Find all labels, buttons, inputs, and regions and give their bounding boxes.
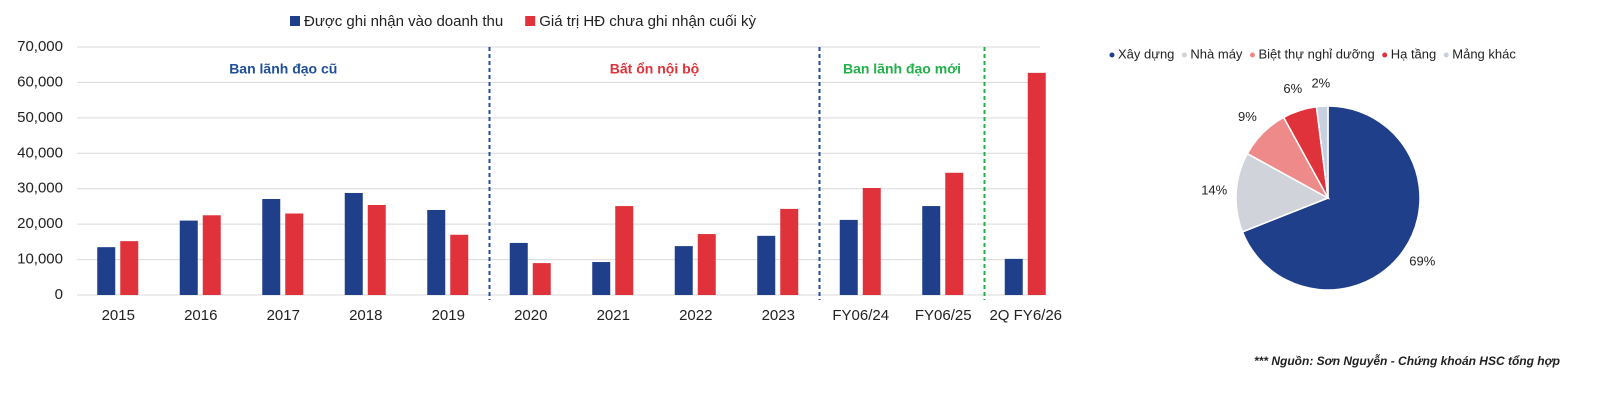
x-tick-label: 2015	[102, 307, 135, 324]
legend-swatch	[1443, 52, 1449, 58]
bar	[427, 209, 446, 295]
bar	[1004, 258, 1023, 295]
pie-value-label: 2%	[1311, 76, 1330, 91]
period-label: Ban lãnh đạo cũ	[229, 61, 337, 77]
period-label: Ban lãnh đạo mới	[843, 61, 961, 77]
pie-value-label: 69%	[1409, 254, 1435, 269]
y-tick-label: 0	[55, 286, 63, 303]
legend-label: Biệt thự nghỉ dưỡng	[1258, 46, 1374, 61]
legend-swatch	[525, 16, 536, 26]
legend-swatch	[1249, 52, 1255, 58]
y-tick-label: 50,000	[17, 109, 63, 126]
y-tick-label: 60,000	[17, 73, 63, 90]
x-tick-label: 2020	[514, 307, 547, 324]
legend-label: Xây dựng	[1118, 46, 1174, 61]
bar	[862, 188, 881, 295]
x-tick-label: 2021	[597, 307, 630, 324]
bar	[674, 246, 693, 295]
bar	[97, 247, 116, 295]
x-tick-label: 2018	[349, 307, 382, 324]
bar	[285, 213, 304, 295]
x-tick-label: 2023	[762, 307, 795, 324]
legend-label: Giá trị HĐ chưa ghi nhận cuối kỳ	[539, 13, 756, 30]
legend-swatch	[1109, 52, 1115, 58]
bar	[839, 219, 858, 295]
legend-label: Mảng khác	[1452, 46, 1516, 61]
bar	[945, 172, 964, 295]
pie-slice	[1241, 105, 1421, 291]
x-tick-label: 2017	[267, 307, 300, 324]
legend-label: Nhà máy	[1190, 46, 1243, 61]
bar	[697, 234, 716, 295]
bar	[592, 262, 611, 295]
bar	[757, 235, 776, 295]
bar	[1027, 72, 1046, 295]
legend-swatch	[1382, 52, 1388, 58]
pie-slice	[1235, 152, 1330, 233]
x-tick-label: FY06/25	[915, 307, 972, 324]
bar	[532, 263, 551, 295]
x-tick-label: FY06/24	[832, 307, 889, 324]
bar	[509, 242, 528, 295]
bar	[780, 208, 799, 295]
bar	[450, 234, 469, 295]
legend-swatch	[290, 16, 300, 26]
period-label: Bất ổn nội bộ	[610, 61, 699, 77]
legend-label: Được ghi nhận vào doanh thu	[304, 13, 503, 30]
pie-value-label: 6%	[1283, 81, 1302, 96]
legend-label: Hạ tầng	[1391, 46, 1437, 61]
source-note: *** Nguồn: Sơn Nguyễn - Chứng khoán HSC …	[1254, 353, 1560, 368]
pie: 69% Xây dựng 14% Nhà máy 9% Biệt thự nghỉ dưỡ…	[1109, 46, 1516, 291]
bar	[262, 198, 281, 295]
pie-value-label: 9%	[1238, 109, 1257, 124]
bar	[202, 215, 221, 295]
bar	[120, 241, 139, 295]
x-tick-label: 2Q FY6/26	[989, 307, 1062, 324]
pie-slice	[1315, 105, 1329, 199]
x-tick-label: 2016	[184, 307, 217, 324]
bar	[922, 206, 941, 295]
pie-value-label: 14%	[1201, 182, 1227, 197]
bar	[179, 220, 198, 295]
legend-swatch	[1181, 52, 1187, 58]
x-tick-label: 2022	[679, 307, 712, 324]
y-tick-label: 20,000	[17, 215, 63, 232]
x-tick-label: 2019	[432, 307, 465, 324]
y-tick-label: 30,000	[17, 180, 63, 197]
y-tick-label: 70,000	[17, 38, 63, 55]
bar	[615, 206, 634, 295]
y-tick-label: 10,000	[17, 251, 63, 268]
bar	[344, 192, 363, 295]
y-tick-label: 40,000	[17, 144, 63, 161]
bar	[367, 205, 386, 295]
